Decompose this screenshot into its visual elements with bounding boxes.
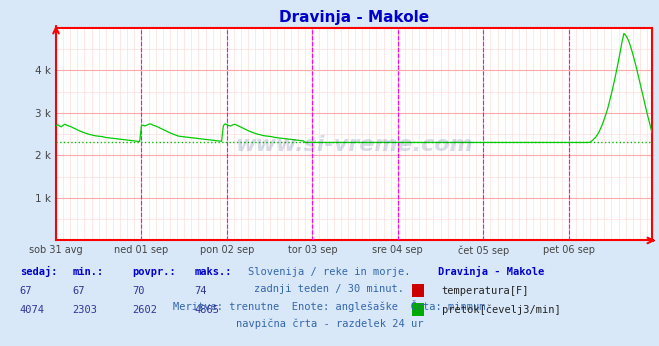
Text: 4865: 4865 [194,305,219,315]
Text: pretok[čevelj3/min]: pretok[čevelj3/min] [442,304,560,315]
Text: Meritve: trenutne  Enote: anglešaške  Črta: minmum: Meritve: trenutne Enote: anglešaške Črta… [173,300,486,312]
Text: 2303: 2303 [72,305,98,315]
Text: 2602: 2602 [132,305,157,315]
Text: sedaj:: sedaj: [20,266,57,277]
Text: navpična črta - razdelek 24 ur: navpična črta - razdelek 24 ur [236,318,423,329]
Text: Dravinja - Makole: Dravinja - Makole [438,266,544,277]
Text: zadnji teden / 30 minut.: zadnji teden / 30 minut. [254,284,405,294]
Text: temperatura[F]: temperatura[F] [442,286,529,295]
Text: povpr.:: povpr.: [132,267,175,276]
Text: 74: 74 [194,286,207,295]
Text: 70: 70 [132,286,144,295]
Text: maks.:: maks.: [194,267,232,276]
Title: Dravinja - Makole: Dravinja - Makole [279,10,429,25]
Text: min.:: min.: [72,267,103,276]
Text: 67: 67 [20,286,32,295]
Text: www.si-vreme.com: www.si-vreme.com [235,135,473,155]
Text: 67: 67 [72,286,85,295]
Text: Slovenija / reke in morje.: Slovenija / reke in morje. [248,267,411,276]
Text: 4074: 4074 [20,305,45,315]
